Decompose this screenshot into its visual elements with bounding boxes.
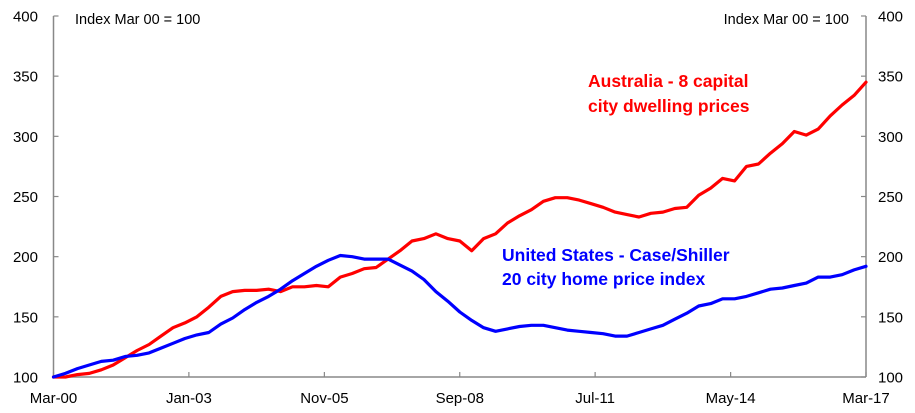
x-tick-label: Jan-03 [166, 390, 212, 407]
right-y-tick-label: 200 [878, 249, 903, 266]
us-series-line [51, 253, 868, 379]
right-axis-note: Index Mar 00 = 100 [724, 12, 849, 28]
left-y-tick-label: 400 [13, 9, 38, 26]
x-tick-label: Sep-08 [436, 390, 484, 407]
right-y-tick-label: 100 [878, 370, 903, 387]
australia-series-line [51, 80, 868, 379]
right-y-tick-label: 300 [878, 129, 903, 146]
left-y-tick-label: 150 [13, 309, 38, 326]
x-tick-label: Mar-17 [842, 390, 890, 407]
series-lines [51, 80, 868, 379]
us-label-line-2: 20 city home price index [502, 269, 706, 289]
left-axis-note: Index Mar 00 = 100 [75, 12, 200, 28]
right-y-tick-label: 400 [878, 9, 903, 26]
right-y-tick-label: 350 [878, 69, 903, 86]
left-y-tick-label: 250 [13, 189, 38, 206]
left-y-tick-label: 200 [13, 249, 38, 266]
left-y-tick-label: 350 [13, 69, 38, 86]
australia-label-line-1: Australia - 8 capital [588, 71, 748, 91]
axes: 100 100 150 150 200 200 250 250 300 300 350 350 400 4… [13, 9, 903, 408]
x-tick-label: May-14 [706, 390, 756, 407]
left-y-tick-label: 300 [13, 129, 38, 146]
us-label-line-1: United States - Case/Shiller [502, 245, 730, 265]
x-tick-label: Mar-00 [30, 390, 78, 407]
australia-label-line-2: city dwelling prices [588, 96, 750, 116]
left-y-tick-label: 100 [13, 370, 38, 387]
right-y-tick-label: 150 [878, 309, 903, 326]
x-tick-label: Jul-11 [575, 390, 615, 407]
x-tick-label: Nov-05 [300, 390, 348, 407]
right-y-tick-label: 250 [878, 189, 903, 206]
